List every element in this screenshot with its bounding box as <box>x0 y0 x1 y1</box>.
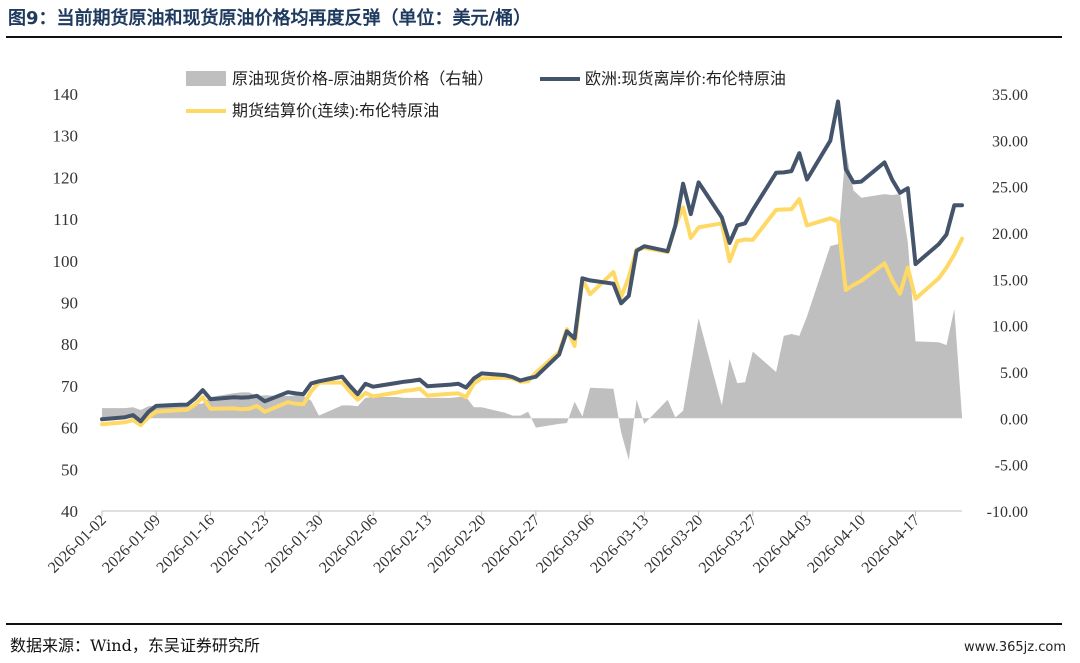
figure-title: 图9：当前期货原油和现货原油价格均再度反弹（单位：美元/桶） <box>8 8 532 29</box>
x-tick-label: 2026-02-13 <box>370 512 435 577</box>
y-tick-label: 100 <box>53 252 79 271</box>
watermark: www.365jz.com <box>964 640 1066 655</box>
bottom-divider <box>6 623 1062 625</box>
y2-tick-label: -5.00 <box>995 458 1028 475</box>
y2-tick-label: 0.00 <box>1000 411 1028 428</box>
y-tick-label: 80 <box>61 335 78 354</box>
x-tick-label: 2026-01-16 <box>153 512 218 577</box>
legend-label-spot: 欧洲:现货离岸价:布伦特原油 <box>585 70 786 88</box>
y-tick-label: 90 <box>61 294 78 313</box>
y-tick-label: 50 <box>61 460 78 479</box>
x-tick-label: 2026-01-09 <box>99 512 164 577</box>
x-tick-label: 2026-02-20 <box>425 512 490 577</box>
x-tick-label: 2026-03-13 <box>587 512 652 577</box>
y-tick-label: 110 <box>53 210 78 229</box>
x-tick-label: 2026-04-03 <box>750 512 815 577</box>
top-divider <box>6 36 1062 38</box>
y2-tick-label: 20.00 <box>992 226 1028 243</box>
source-note: 数据来源：Wind，东吴证券研究所 <box>10 636 260 655</box>
x-tick-label: 2026-03-06 <box>533 512 598 577</box>
y2-tick-label: 30.00 <box>992 133 1028 150</box>
y-tick-label: 60 <box>61 419 78 438</box>
x-tick-label: 2026-03-27 <box>696 512 761 577</box>
x-tick-label: 2026-01-23 <box>208 512 273 577</box>
x-tick-label: 2026-04-10 <box>804 512 869 577</box>
x-tick-label: 2026-02-06 <box>316 512 381 577</box>
y2-tick-label: 35.00 <box>992 87 1028 104</box>
y2-tick-label: -10.00 <box>987 504 1028 521</box>
y-tick-label: 120 <box>53 168 79 187</box>
y2-tick-label: 10.00 <box>992 319 1028 336</box>
x-tick-label: 2026-01-02 <box>45 512 110 577</box>
y-tick-label: 130 <box>53 127 79 146</box>
x-tick-label: 2026-03-20 <box>642 512 707 577</box>
plot-area: 40 50 60 70 80 90 100 110 120 130 140 -10.00 -5.00 0.… <box>45 85 1028 577</box>
legend-label-futures: 期货结算价(连续):布伦特原油 <box>232 101 439 120</box>
y2-tick-label: 25.00 <box>992 180 1028 197</box>
series-area-spread <box>102 149 962 460</box>
chart: 40 50 60 70 80 90 100 110 120 130 140 -10.00 -5.00 0.… <box>45 70 1028 577</box>
x-tick-label: 2026-01-30 <box>262 512 327 577</box>
legend: 原油现货价格-原油期货价格（右轴） 欧洲:现货离岸价:布伦特原油 期货结算价(连… <box>186 70 786 120</box>
legend-label-spread: 原油现货价格-原油期货价格（右轴） <box>232 70 493 88</box>
series-line-spot <box>100 99 964 424</box>
y-tick-label: 140 <box>53 85 79 104</box>
y-tick-label: 70 <box>61 377 78 396</box>
y2-tick-label: 15.00 <box>992 272 1028 289</box>
legend-swatch-spread <box>186 71 226 86</box>
y-tick-label: 40 <box>61 502 78 521</box>
x-tick-label: 2026-04-17 <box>859 512 924 577</box>
x-tick-label: 2026-02-27 <box>479 512 544 577</box>
y2-tick-label: 5.00 <box>1000 365 1028 382</box>
